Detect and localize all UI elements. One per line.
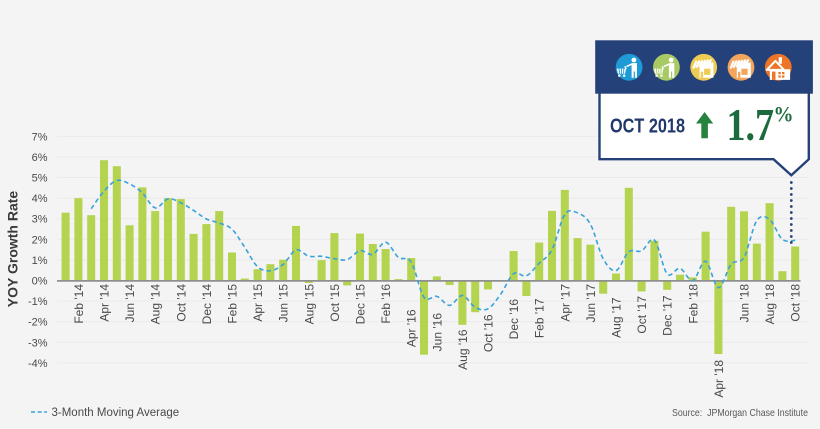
svg-text:OCT 2018: OCT 2018 [610,115,685,138]
svg-text:Oct '15: Oct '15 [328,284,342,322]
svg-text:Aug '16: Aug '16 [456,329,470,370]
svg-text:%: % [774,102,794,127]
svg-text:Feb '17: Feb '17 [533,298,547,338]
svg-text:Oct '16: Oct '16 [482,314,496,352]
svg-text:Feb '18: Feb '18 [686,284,700,324]
svg-text:0%: 0% [32,276,48,288]
svg-text:Jun '15: Jun '15 [277,284,291,323]
svg-text:1%: 1% [32,255,48,267]
svg-text:7%: 7% [32,131,48,143]
svg-text:Apr '16: Apr '16 [405,309,419,347]
svg-text:Oct '18: Oct '18 [789,284,803,322]
svg-text:Apr '15: Apr '15 [251,284,265,322]
svg-text:4%: 4% [32,193,48,205]
svg-text:Dec '17: Dec '17 [661,295,675,336]
svg-text:Aug '18: Aug '18 [763,284,777,325]
svg-text:Feb '16: Feb '16 [379,284,393,324]
svg-text:3%: 3% [32,214,48,226]
svg-text:-3%: -3% [28,337,48,349]
svg-text:Jun '16: Jun '16 [430,313,444,352]
svg-text:Aug '17: Aug '17 [610,297,624,338]
svg-text:Dec '14: Dec '14 [200,284,214,325]
svg-text:Oct '14: Oct '14 [174,284,188,322]
svg-text:5%: 5% [32,173,48,185]
svg-text:Apr '17: Apr '17 [558,284,572,322]
svg-text:Jun '18: Jun '18 [738,284,752,323]
svg-text:Apr '14: Apr '14 [98,284,112,322]
svg-text:Oct '17: Oct '17 [635,296,649,334]
svg-text:1.7: 1.7 [727,99,775,150]
svg-text:2%: 2% [32,234,48,246]
svg-text:Dec '16: Dec '16 [507,299,521,340]
svg-text:Aug '15: Aug '15 [302,284,316,325]
svg-text:-1%: -1% [28,296,48,308]
svg-text:Aug '14: Aug '14 [149,284,163,325]
svg-text:Feb '14: Feb '14 [72,284,86,324]
svg-text:Apr '18: Apr '18 [712,360,726,398]
svg-text:-2%: -2% [28,317,48,329]
svg-text:YOY Growth Rate: YOY Growth Rate [5,191,21,308]
svg-text:Jun '14: Jun '14 [123,284,137,323]
svg-text:3-Month Moving Average: 3-Month Moving Average [52,407,180,419]
svg-text:Feb '15: Feb '15 [226,284,240,324]
svg-text:Jun '17: Jun '17 [584,284,598,323]
svg-text:-4%: -4% [28,358,48,370]
svg-text:6%: 6% [32,152,48,164]
svg-text:Source: JPMorgan Chase Instit: Source: JPMorgan Chase Institute [672,408,808,419]
svg-text:Dec '15: Dec '15 [354,284,368,325]
